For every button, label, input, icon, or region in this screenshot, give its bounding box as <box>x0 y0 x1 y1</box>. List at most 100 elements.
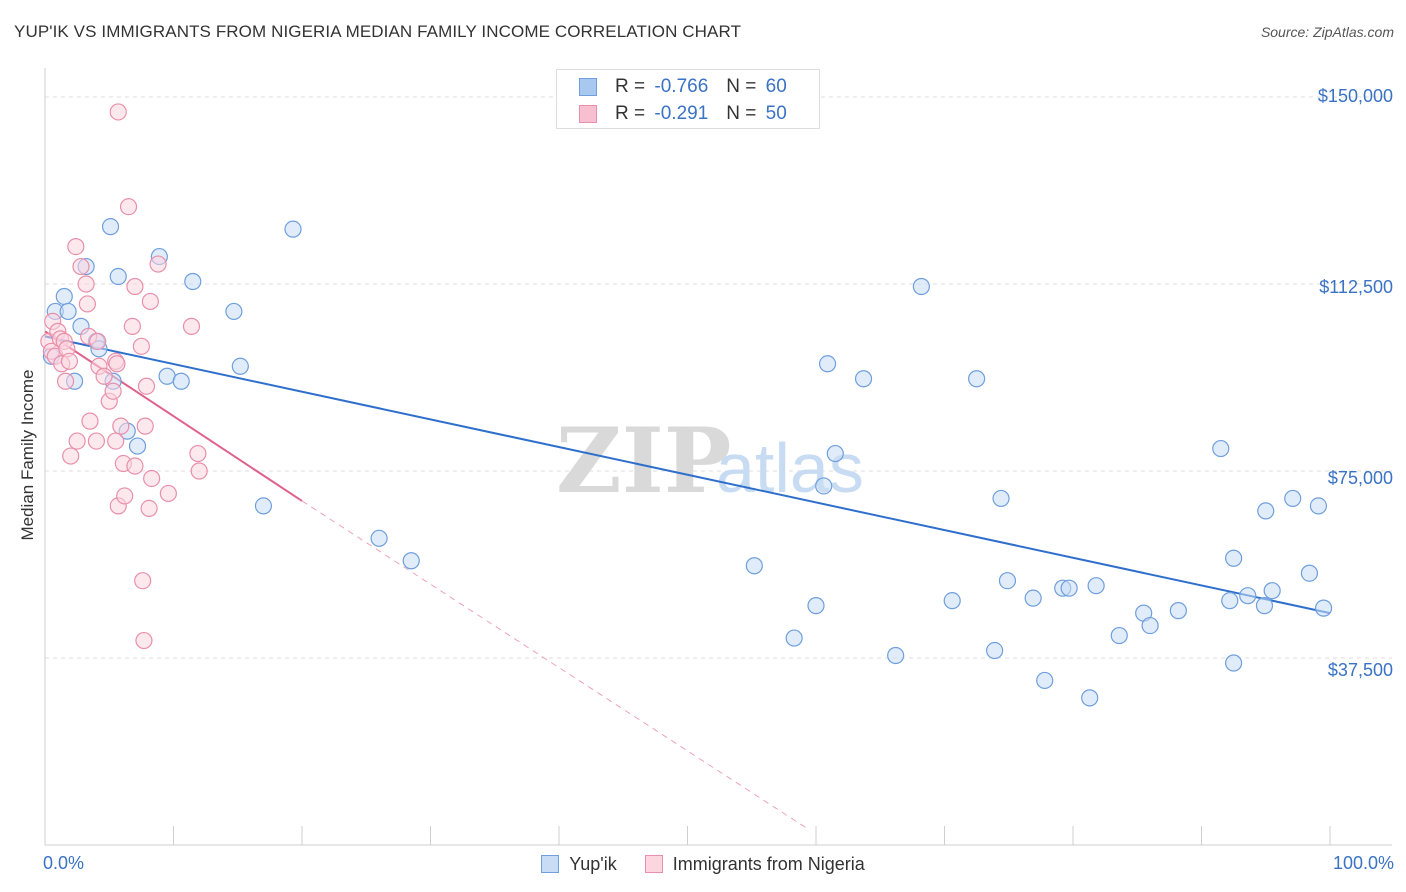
data-point <box>109 103 127 121</box>
data-point <box>1141 616 1159 635</box>
data-point <box>1314 599 1333 617</box>
trend-lines <box>44 330 1331 831</box>
y-axis-label: Median Family Income <box>18 369 37 541</box>
chart-source: Source: ZipAtlas.com <box>1260 24 1394 40</box>
legend-n-value: 50 <box>765 103 787 124</box>
y-tick-label: $150,000 <box>1317 86 1393 106</box>
bottom-legend-yupik[interactable]: Yup'ik <box>541 853 617 875</box>
data-point <box>1169 602 1187 620</box>
data-point <box>1087 577 1105 595</box>
bottom-legend: Yup'ik Immigrants from Nigeria <box>0 852 1406 876</box>
data-point <box>1110 626 1128 645</box>
data-point <box>159 484 177 503</box>
data-point <box>87 432 106 450</box>
trend-line <box>44 330 303 502</box>
data-point <box>231 357 249 375</box>
data-point <box>815 477 833 495</box>
data-point <box>1255 597 1274 615</box>
axes <box>44 68 1392 846</box>
watermark-zip: ZIP <box>556 408 731 514</box>
data-point <box>77 275 95 293</box>
trend-line <box>44 335 1331 615</box>
data-point <box>62 447 80 465</box>
data-point <box>785 629 803 647</box>
data-point <box>172 372 190 390</box>
legend-row-yupik: R = -0.766 N = 60 <box>579 75 787 99</box>
legend-n-label: N = <box>726 76 757 97</box>
legend-n-label: N = <box>726 103 757 124</box>
data-point <box>1212 439 1230 458</box>
data-point <box>137 377 156 395</box>
data-point <box>128 437 147 455</box>
watermark-atlas: atlas <box>716 429 864 507</box>
data-point <box>134 572 152 590</box>
data-point <box>1284 489 1302 508</box>
data-point <box>59 302 77 321</box>
data-point <box>112 417 130 435</box>
data-point <box>1225 549 1243 567</box>
data-point <box>402 552 420 570</box>
legend-row-nigeria: R = -0.291 N = 50 <box>579 102 787 126</box>
x-tick-label-min: 0.0% <box>43 853 85 873</box>
data-point <box>370 529 388 547</box>
data-point <box>189 444 207 463</box>
data-point <box>912 277 930 296</box>
data-point <box>184 272 202 291</box>
data-point <box>56 372 75 390</box>
data-point <box>818 355 837 373</box>
data-point <box>126 457 144 475</box>
y-tick-label: $112,500 <box>1319 277 1393 297</box>
data-point <box>1300 564 1319 582</box>
data-point <box>1257 502 1275 520</box>
data-point <box>1036 671 1054 690</box>
data-point <box>72 257 90 276</box>
data-point <box>225 302 243 321</box>
data-point <box>123 317 141 335</box>
data-point <box>190 462 208 480</box>
data-point <box>55 287 73 306</box>
data-point <box>968 370 986 388</box>
data-point <box>1263 582 1281 600</box>
data-point <box>1221 592 1239 610</box>
legend-r-label: R = <box>615 76 646 97</box>
data-point <box>68 432 86 450</box>
bottom-legend-swatch <box>541 855 560 873</box>
data-point <box>141 292 159 311</box>
data-point <box>992 489 1010 508</box>
bottom-legend-nigeria[interactable]: Immigrants from Nigeria <box>644 853 865 875</box>
legend-r-value: -0.766 <box>654 76 709 97</box>
chart-title: YUP'IK VS IMMIGRANTS FROM NIGERIA MEDIAN… <box>14 22 742 41</box>
legend-box: R = -0.766 N = 60 R = -0.291 N = 50 <box>556 69 820 129</box>
data-point <box>998 572 1017 590</box>
bottom-legend-label: Yup'ik <box>569 853 617 874</box>
data-point <box>887 646 905 665</box>
data-point <box>745 557 763 575</box>
data-point <box>254 497 273 515</box>
data-point <box>1024 589 1042 607</box>
data-point <box>95 367 113 385</box>
data-point <box>78 295 97 313</box>
data-point <box>135 631 153 650</box>
data-point <box>1225 654 1243 672</box>
trend-line-extension <box>301 500 810 831</box>
data-point <box>104 382 122 400</box>
legend-swatch-nigeria <box>579 105 597 123</box>
data-point <box>126 277 144 296</box>
data-point <box>943 592 961 610</box>
data-point <box>107 432 125 450</box>
data-point <box>986 641 1004 660</box>
bottom-legend-label: Immigrants from Nigeria <box>672 853 865 874</box>
data-point <box>119 198 138 216</box>
data-point <box>136 417 154 435</box>
legend-n-value: 60 <box>765 76 787 97</box>
data-point <box>807 597 825 615</box>
data-points <box>40 103 1333 707</box>
data-point <box>1081 689 1099 707</box>
data-point <box>116 487 134 505</box>
data-point <box>1239 587 1257 605</box>
bottom-legend-swatch <box>644 855 663 873</box>
data-point <box>1309 497 1328 515</box>
legend-r-label: R = <box>615 103 646 124</box>
data-point <box>132 337 150 355</box>
